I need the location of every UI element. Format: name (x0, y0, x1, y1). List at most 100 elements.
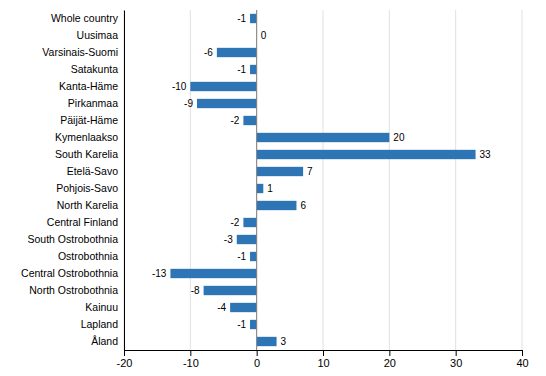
grid-line (256, 10, 257, 350)
data-label: 33 (480, 149, 492, 160)
bar (250, 65, 257, 74)
tick: 0 (254, 350, 260, 369)
tick: Satakunta (71, 63, 118, 75)
tick: North Karelia (57, 199, 118, 211)
tick-label: -20 (117, 357, 133, 369)
bar (237, 235, 257, 244)
tick-mark (522, 350, 523, 356)
data-label: 20 (393, 132, 405, 143)
data-label: -1 (237, 251, 246, 262)
tick: Etelä-Savo (67, 165, 119, 177)
tick-label: North Ostrobothnia (29, 284, 118, 296)
tick-label: South Karelia (55, 148, 118, 160)
tick: Kainuu (85, 301, 118, 313)
grid-line (190, 10, 191, 350)
grid (124, 10, 522, 350)
tick-mark (190, 350, 191, 356)
data-label: 1 (267, 183, 273, 194)
tick-mark (257, 350, 258, 356)
tick: 40 (516, 350, 528, 369)
tick: Lapland (81, 318, 119, 330)
tick: North Ostrobothnia (29, 284, 118, 296)
tick: Central Finland (47, 216, 118, 228)
data-label: -10 (172, 81, 187, 92)
data-label: 3 (281, 336, 287, 347)
tick-mark (323, 350, 324, 356)
tick-mark (456, 350, 457, 356)
tick-label: Pirkanmaa (68, 97, 118, 109)
tick: 20 (384, 350, 396, 369)
tick: Åland (91, 335, 118, 347)
bar (197, 99, 257, 108)
data-label: -9 (184, 98, 193, 109)
tick: South Ostrobothnia (28, 233, 119, 245)
tick-label: 30 (450, 357, 462, 369)
tick-label: Kainuu (85, 301, 118, 313)
tick: Varsinais-Suomi (42, 46, 118, 58)
tick: Whole country (51, 12, 119, 24)
axis-domain (124, 11, 125, 351)
data-label: -8 (191, 285, 200, 296)
tick-mark (389, 350, 390, 356)
bar (257, 167, 303, 176)
axis-domain (125, 351, 523, 357)
bar (190, 82, 256, 91)
tick-label: 40 (516, 357, 528, 369)
tick: Pirkanmaa (68, 97, 118, 109)
tick: Central Ostrobothnia (21, 267, 118, 279)
data-label: 6 (300, 200, 306, 211)
tick: Ostrobothnia (58, 250, 118, 262)
tick: Päijät-Häme (60, 114, 118, 126)
tick-label: Ostrobothnia (58, 250, 118, 262)
tick-label: Uusimaa (77, 29, 119, 41)
tick-mark (124, 350, 125, 356)
data-label: 7 (307, 166, 313, 177)
bar (230, 303, 257, 312)
tick: Pohjois-Savo (56, 182, 118, 194)
bar (257, 201, 297, 210)
tick: Kanta-Häme (59, 80, 118, 92)
tick: -10 (183, 350, 199, 369)
bar (257, 150, 476, 159)
data-label: -1 (237, 64, 246, 75)
grid-line (455, 10, 456, 350)
bar (250, 14, 257, 23)
bar (257, 133, 390, 142)
bar (257, 184, 264, 193)
bar (243, 218, 256, 227)
y-axis: Whole country Uusimaa Varsinais-Suomi Satak… (21, 11, 124, 351)
data-label: 0 (261, 30, 267, 41)
grid-line (124, 10, 125, 350)
tick-label: Lapland (81, 318, 119, 330)
tick: South Karelia (55, 148, 118, 160)
data-label: -1 (237, 319, 246, 330)
tick-label: Pohjois-Savo (56, 182, 118, 194)
bars (170, 14, 475, 346)
data-label: -3 (224, 234, 233, 245)
x-axis: -20 -10 0 10 20 30 40 (117, 350, 529, 369)
tick-label: Central Ostrobothnia (21, 267, 118, 279)
data-labels: -10-6-1-10-9-22033716-2-3-1-13-8-4-13 (152, 13, 491, 347)
tick: 10 (317, 350, 329, 369)
data-label: -13 (152, 268, 167, 279)
data-label: -2 (230, 115, 239, 126)
grid-line (389, 10, 390, 350)
tick-label: South Ostrobothnia (28, 233, 119, 245)
zero-line (256, 10, 257, 350)
tick-label: Central Finland (47, 216, 118, 228)
tick-label: Kanta-Häme (59, 80, 118, 92)
tick-label: 0 (254, 357, 260, 369)
tick-label: -10 (183, 357, 199, 369)
bar (217, 48, 257, 57)
tick-label: Päijät-Häme (60, 114, 118, 126)
bar (250, 320, 257, 329)
tick: 30 (450, 350, 462, 369)
tick: Uusimaa (77, 29, 119, 41)
tick-label: Whole country (51, 12, 119, 24)
bar (257, 337, 277, 346)
tick-label: Åland (91, 335, 118, 347)
data-label: -2 (230, 217, 239, 228)
bar (204, 286, 257, 295)
bar (170, 269, 256, 278)
tick-label: 10 (317, 357, 329, 369)
